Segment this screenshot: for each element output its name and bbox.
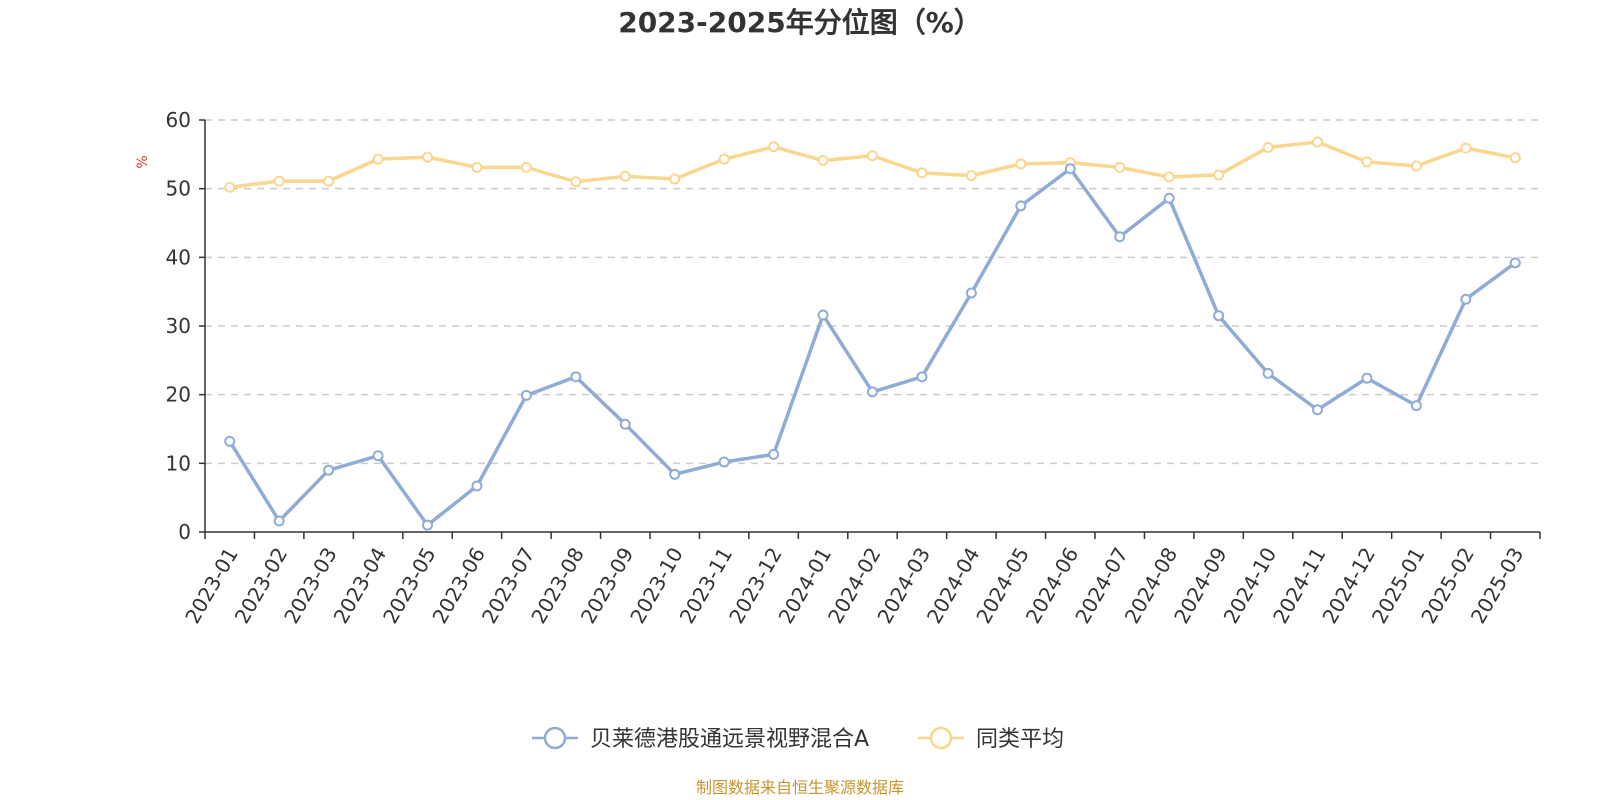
y-tick-label: 40 — [166, 245, 191, 269]
data-point[interactable] — [1163, 192, 1175, 204]
data-point[interactable] — [422, 519, 433, 531]
chart-title: 2023-2025年分位图（%） — [618, 6, 982, 39]
data-point[interactable] — [768, 448, 780, 460]
data-point[interactable] — [570, 176, 582, 188]
data-point[interactable] — [718, 456, 730, 468]
grid-layer — [205, 119, 1540, 465]
data-point[interactable] — [1410, 160, 1422, 172]
data-point[interactable] — [323, 175, 335, 187]
source-note: 制图数据来自恒生聚源数据库 — [696, 778, 904, 797]
data-point[interactable] — [619, 418, 631, 430]
series-line — [229, 140, 1516, 190]
data-point[interactable] — [1213, 310, 1225, 322]
data-point[interactable] — [1361, 372, 1373, 384]
data-point[interactable] — [1509, 152, 1521, 164]
series-line — [228, 167, 1517, 527]
data-point[interactable] — [1460, 293, 1472, 305]
data-point[interactable] — [1312, 404, 1323, 416]
data-point[interactable] — [965, 170, 977, 182]
data-point[interactable] — [520, 161, 532, 173]
data-point[interactable] — [1114, 161, 1126, 173]
legend-marker-icon — [543, 726, 567, 750]
axis-layer: 01020304050602023-012023-022023-032023-0… — [166, 108, 1541, 628]
data-point[interactable] — [1361, 156, 1373, 168]
data-point[interactable] — [570, 371, 582, 383]
y-tick-label: 30 — [166, 314, 191, 338]
data-point[interactable] — [669, 468, 681, 480]
y-tick-label: 50 — [166, 177, 191, 201]
data-point[interactable] — [372, 153, 384, 165]
data-point[interactable] — [372, 450, 384, 462]
data-point[interactable] — [965, 287, 977, 299]
data-point[interactable] — [817, 155, 829, 167]
data-point[interactable] — [520, 389, 532, 401]
data-point[interactable] — [1262, 367, 1274, 379]
data-point[interactable] — [1312, 136, 1323, 148]
legend-item-1[interactable]: 同类平均 — [918, 726, 1064, 752]
legend-item-0[interactable]: 贝莱德港股通远景视野混合A — [532, 726, 869, 752]
data-point[interactable] — [1213, 169, 1225, 181]
data-point[interactable] — [1015, 158, 1027, 170]
legend[interactable]: 贝莱德港股通远景视野混合A 同类平均 — [532, 726, 1064, 752]
data-point[interactable] — [273, 515, 285, 527]
series-0 — [224, 163, 1521, 531]
y-tick-label: 20 — [166, 383, 191, 407]
data-point[interactable] — [916, 371, 928, 383]
legend-marker-icon — [929, 726, 953, 750]
data-point[interactable] — [867, 150, 878, 162]
data-point[interactable] — [224, 181, 236, 193]
data-point[interactable] — [1114, 231, 1126, 243]
data-point[interactable] — [718, 153, 730, 165]
data-point[interactable] — [471, 480, 483, 492]
data-point[interactable] — [1015, 200, 1027, 212]
data-point[interactable] — [619, 170, 631, 182]
data-point[interactable] — [471, 161, 483, 173]
legend-label: 同类平均 — [976, 727, 1064, 752]
data-point[interactable] — [1262, 141, 1274, 153]
legend-label: 贝莱德港股通远景视野混合A — [590, 727, 869, 752]
data-point[interactable] — [1509, 257, 1521, 269]
data-point[interactable] — [817, 309, 829, 321]
data-point[interactable] — [1410, 400, 1422, 412]
data-point[interactable] — [273, 175, 285, 187]
y-tick-label: 10 — [166, 451, 191, 475]
y-tick-label: 0 — [178, 520, 191, 544]
series-layer — [224, 136, 1521, 531]
data-point[interactable] — [916, 167, 928, 179]
data-point[interactable] — [867, 386, 878, 398]
data-point[interactable] — [1064, 163, 1076, 175]
data-point[interactable] — [323, 464, 335, 476]
y-axis-unit: % — [135, 155, 151, 168]
data-point[interactable] — [224, 435, 236, 447]
series-1 — [224, 136, 1521, 193]
data-point[interactable] — [1163, 171, 1175, 183]
data-point[interactable] — [422, 151, 433, 163]
data-point[interactable] — [768, 141, 780, 153]
data-point[interactable] — [1460, 142, 1472, 154]
data-point[interactable] — [669, 173, 681, 185]
y-tick-label: 60 — [166, 108, 191, 132]
